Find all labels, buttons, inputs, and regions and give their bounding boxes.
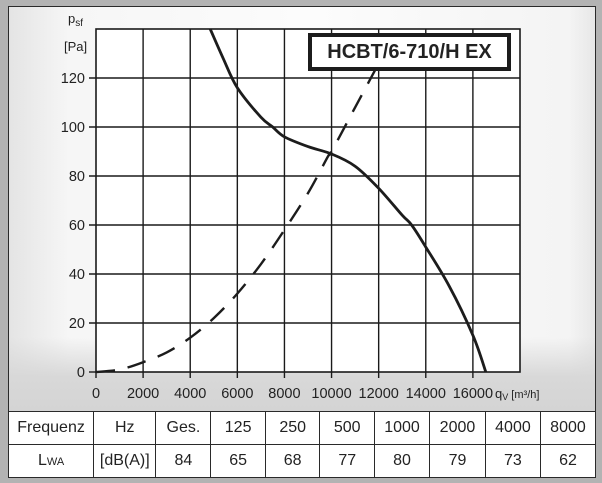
header-cell: 125 (210, 411, 266, 445)
fan-curve (208, 28, 488, 373)
value-cell: 62 (539, 444, 597, 478)
lwa-unit-cell: [dB(A)] (93, 444, 157, 478)
value-cell: 68 (264, 444, 321, 478)
y-tick-label: 20 (69, 316, 85, 332)
y-tick-label: 100 (61, 120, 85, 136)
x-tick-label: 2000 (127, 386, 159, 402)
y-axis-label: psf (68, 11, 83, 29)
header-cell: 250 (264, 411, 321, 445)
value-cell: 79 (429, 444, 486, 478)
x-tick-label: 16000 (453, 386, 493, 402)
sound-power-row: LWA [dB(A)] 84 65 68 77 80 79 73 62 (7, 444, 597, 478)
value-cell: 73 (484, 444, 541, 478)
value-cell: 77 (319, 444, 375, 478)
header-cell: 2000 (429, 411, 486, 445)
header-cell: 4000 (484, 411, 541, 445)
y-tick-label: 80 (69, 169, 85, 185)
header-cell: Ges. (155, 411, 212, 445)
sound-power-table: Frequenz Hz Ges. 125 250 500 1000 2000 4000 8000 … (7, 411, 597, 478)
lwa-label-cell: LWA (7, 444, 95, 478)
header-cell: 1000 (374, 411, 430, 445)
value-cell: 65 (210, 444, 266, 478)
x-tick-label: 10000 (311, 386, 351, 402)
y-tick-label: 60 (69, 218, 85, 234)
header-cell: Frequenz (7, 411, 95, 445)
value-cell: 84 (155, 444, 212, 478)
plot-area (95, 28, 521, 373)
frequency-row: Frequenz Hz Ges. 125 250 500 1000 2000 4000 8000 (7, 411, 597, 445)
x-tick-label: 4000 (174, 386, 206, 402)
y-axis-unit: [Pa] (64, 39, 87, 54)
value-cell: 80 (374, 444, 430, 478)
y-tick-label: 120 (61, 71, 85, 87)
y-tick-label: 0 (77, 365, 85, 381)
header-cell: Hz (93, 411, 157, 445)
x-tick-label: 0 (92, 386, 100, 402)
chart-title: HCBT/6-710/H EX (308, 33, 511, 71)
fan-performance-chart: 0 20 40 60 80 100 120 0 2000 4000 6000 8000 10000 120… (61, 11, 540, 402)
system-curve (95, 52, 385, 374)
x-tick-label: 14000 (406, 386, 446, 402)
x-axis-label: qV [m³/h] (495, 386, 539, 402)
y-tick-label: 40 (69, 267, 85, 283)
x-tick-label: 12000 (359, 386, 399, 402)
header-cell: 500 (319, 411, 375, 445)
x-tick-label: 6000 (221, 386, 253, 402)
header-cell: 8000 (539, 411, 597, 445)
x-tick-label: 8000 (268, 386, 300, 402)
